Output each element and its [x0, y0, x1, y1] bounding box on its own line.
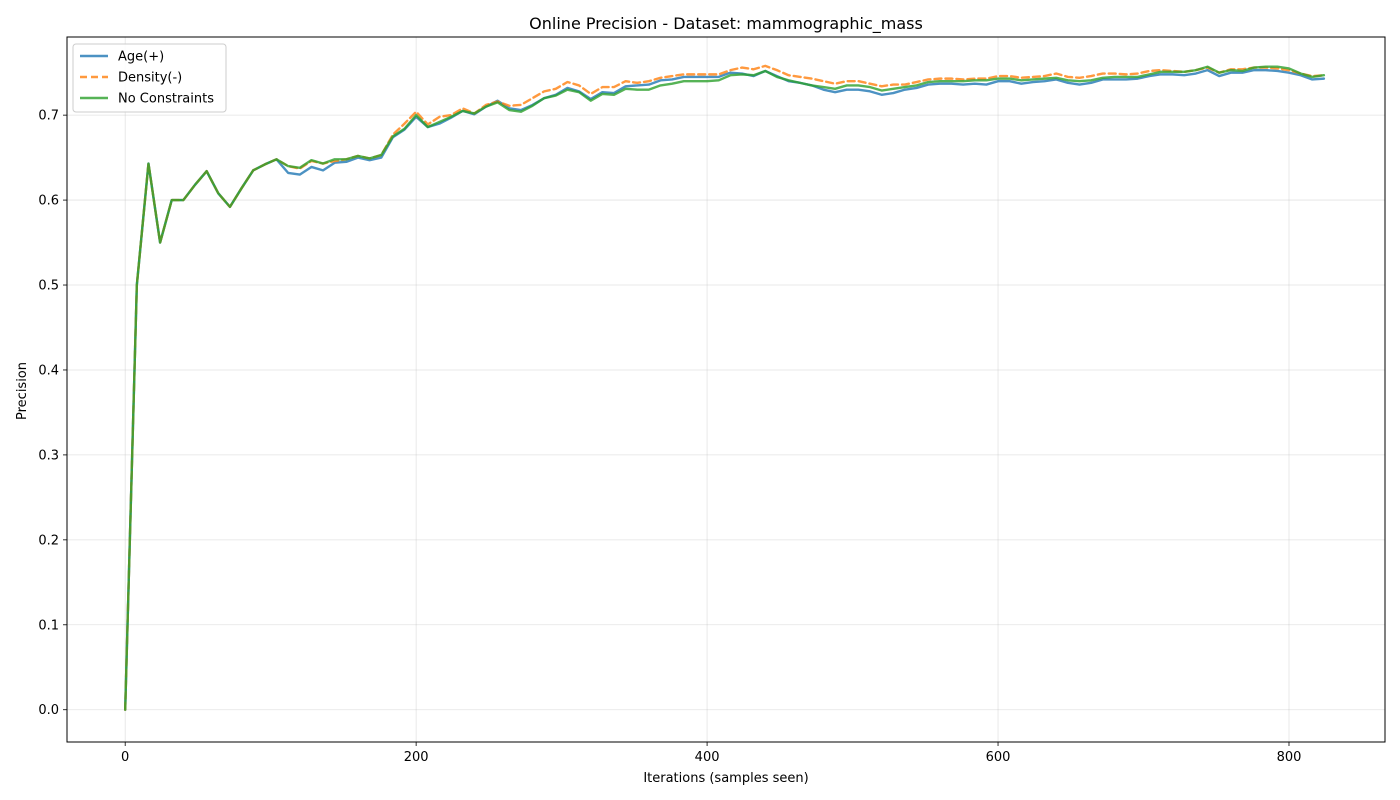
x-tick-label: 800 — [1277, 750, 1302, 765]
x-tick-label: 400 — [695, 750, 720, 765]
series-line-1 — [123, 68, 1326, 711]
y-tick-label: 0.4 — [38, 363, 59, 378]
legend-label-3: No Constraints — [118, 92, 214, 107]
legend-label-2: Density(-) — [118, 71, 182, 86]
legend-box — [72, 43, 227, 113]
y-tick-label: 0.7 — [38, 109, 59, 124]
chart-title: Online Precision - Dataset: mammographic… — [529, 14, 923, 34]
plot-lines — [123, 64, 1326, 711]
y-tick-label: 0.2 — [38, 533, 59, 548]
y-axis-ticks: 0.0 0.1 0.2 0.3 0.4 0.5 0.6 0.7 — [38, 109, 67, 718]
y-tick-label: 0.5 — [38, 279, 59, 294]
x-axis-ticks: 0 200 400 600 800 — [121, 742, 1301, 765]
y-axis-title: Precision — [15, 362, 30, 420]
x-axis-title: Iterations (samples seen) — [643, 771, 808, 786]
plot-frame — [66, 36, 1386, 743]
x-tick-label: 0 — [121, 750, 129, 765]
x-tick-label: 200 — [404, 750, 429, 765]
y-tick-label: 0.3 — [38, 448, 59, 463]
series-line-3 — [123, 65, 1326, 711]
grid — [67, 37, 1385, 742]
x-tick-label: 600 — [986, 750, 1011, 765]
y-tick-label: 0.1 — [38, 618, 59, 633]
y-tick-label: 0.6 — [38, 194, 59, 209]
y-tick-label: 0.0 — [38, 703, 59, 718]
legend-label-1: Age(+) — [118, 50, 164, 65]
legend: Age(+) Density(-) No Constraints — [72, 43, 227, 113]
